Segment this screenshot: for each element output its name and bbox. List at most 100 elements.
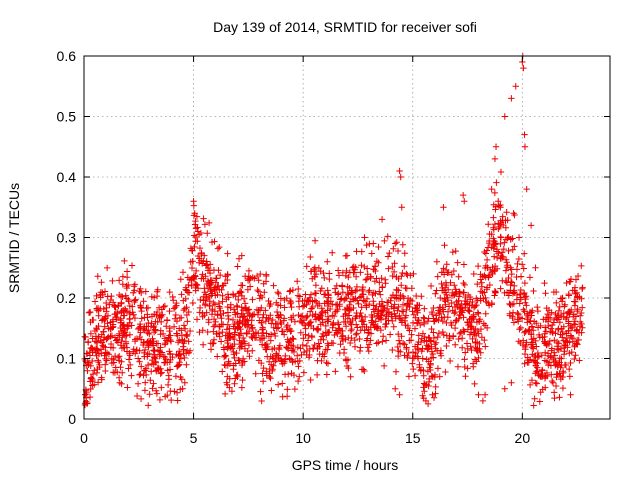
data-point — [265, 297, 272, 305]
data-point — [345, 291, 352, 298]
data-point — [531, 395, 538, 402]
data-point — [510, 287, 518, 294]
data-point — [246, 283, 254, 290]
data-point — [311, 341, 318, 349]
data-point — [375, 339, 382, 346]
data-point — [365, 288, 372, 296]
data-point — [437, 347, 445, 354]
data-point — [378, 283, 386, 291]
data-point — [572, 351, 579, 359]
data-point — [177, 355, 185, 362]
data-point — [402, 284, 409, 292]
data-point — [312, 282, 320, 289]
data-point — [361, 298, 369, 305]
data-point — [324, 298, 331, 306]
data-point — [161, 302, 169, 310]
data-point — [181, 354, 188, 362]
data-point — [208, 238, 216, 246]
data-point — [266, 300, 274, 308]
data-point — [277, 295, 284, 302]
data-point — [188, 264, 196, 272]
data-point — [530, 345, 537, 352]
data-point — [126, 331, 134, 338]
data-point — [412, 292, 420, 300]
data-point — [442, 289, 449, 296]
data-point — [442, 279, 450, 286]
data-point — [234, 303, 241, 311]
data-point — [167, 351, 174, 358]
data-point — [356, 335, 363, 343]
data-point — [515, 318, 522, 325]
data-point — [394, 352, 402, 360]
data-point — [102, 367, 109, 375]
data-point — [286, 288, 293, 295]
data-point — [156, 396, 164, 404]
data-point — [221, 390, 229, 398]
data-point — [550, 389, 558, 396]
data-point — [196, 304, 204, 312]
data-point — [510, 319, 518, 326]
data-point — [538, 352, 546, 359]
data-point — [214, 353, 221, 360]
data-point — [460, 261, 468, 268]
data-point — [483, 298, 490, 306]
data-point — [226, 375, 233, 382]
data-point — [111, 352, 119, 360]
data-point — [563, 279, 570, 287]
data-point — [324, 360, 332, 367]
data-point — [334, 319, 342, 327]
data-point — [428, 308, 436, 316]
data-point — [572, 276, 580, 283]
data-point — [121, 325, 128, 332]
data-point — [284, 386, 291, 393]
data-point — [239, 355, 247, 362]
data-point — [109, 324, 116, 331]
data-point — [235, 324, 242, 331]
data-point — [450, 267, 458, 275]
data-point — [364, 329, 372, 336]
data-point — [177, 276, 185, 283]
data-point — [548, 347, 555, 354]
data-point — [340, 296, 348, 304]
data-point — [260, 280, 267, 287]
x-tick-label: 15 — [405, 430, 421, 446]
data-point — [501, 239, 508, 246]
data-point — [384, 253, 392, 260]
data-point — [434, 333, 441, 341]
data-point — [324, 318, 332, 325]
data-point — [276, 342, 284, 349]
data-point — [466, 308, 473, 315]
data-point — [219, 368, 226, 375]
data-point — [501, 385, 508, 392]
data-point — [88, 357, 96, 365]
data-point — [430, 354, 437, 361]
data-point — [375, 259, 382, 266]
data-point — [449, 289, 456, 297]
data-point — [424, 317, 432, 325]
data-point — [473, 346, 480, 354]
data-point — [516, 326, 523, 333]
data-point — [326, 305, 334, 313]
data-point — [352, 273, 360, 280]
data-point — [474, 309, 482, 316]
data-point — [261, 289, 268, 296]
data-point — [235, 332, 242, 339]
data-point — [336, 302, 343, 310]
data-point — [197, 296, 204, 304]
data-point — [300, 335, 307, 342]
data-point — [290, 348, 298, 356]
data-point — [482, 343, 489, 350]
data-point — [94, 357, 102, 364]
data-point — [333, 329, 341, 336]
data-point — [397, 291, 404, 299]
data-point — [432, 345, 439, 352]
data-point — [373, 275, 380, 282]
data-point — [236, 337, 243, 344]
data-point — [498, 249, 506, 256]
data-point — [245, 342, 253, 349]
data-point — [420, 384, 427, 391]
data-point — [559, 384, 567, 392]
data-point — [189, 247, 196, 254]
data-point — [194, 237, 201, 245]
data-point — [357, 269, 364, 276]
